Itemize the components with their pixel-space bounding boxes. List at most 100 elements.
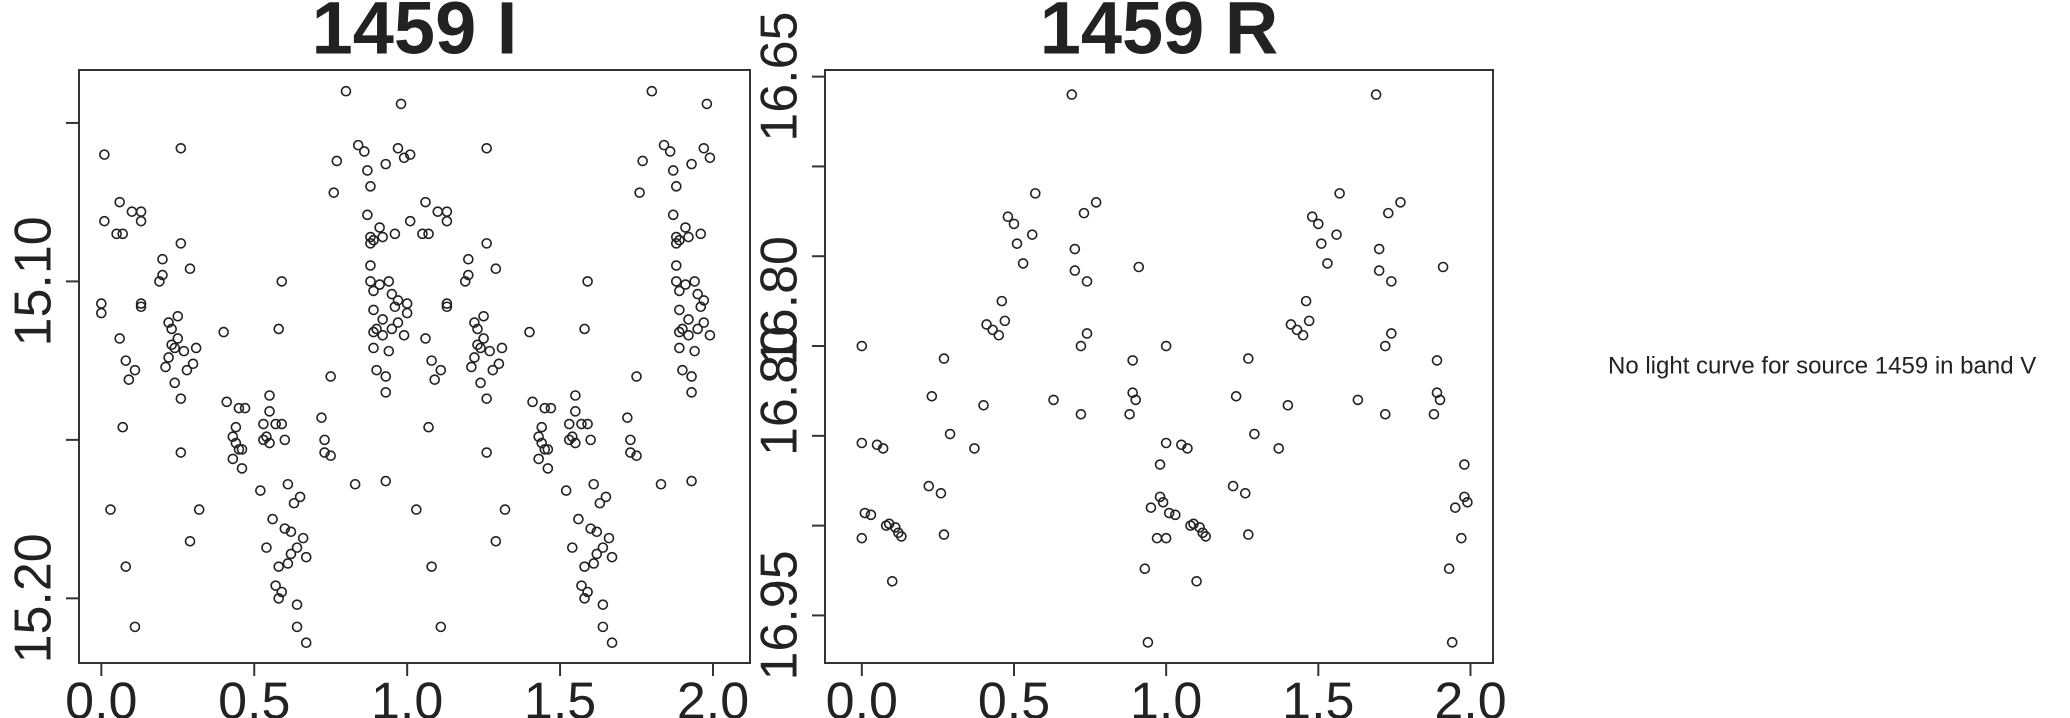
point: [655, 478, 667, 490]
y-tick-label: 16.80: [751, 326, 809, 456]
point: [588, 478, 600, 490]
point: [1431, 355, 1443, 366]
point: [1273, 443, 1285, 454]
point: [475, 377, 486, 389]
point: [1154, 491, 1166, 503]
point: [319, 447, 330, 458]
point: [670, 238, 682, 249]
point: [1160, 340, 1172, 352]
point: [386, 323, 398, 335]
point: [282, 558, 294, 569]
point: [282, 478, 294, 490]
point: [560, 485, 572, 496]
point: [686, 371, 697, 382]
point: [181, 364, 193, 376]
point: [1462, 496, 1473, 508]
point: [273, 561, 285, 572]
point: [392, 142, 404, 154]
point: [432, 206, 444, 217]
point: [1075, 340, 1087, 352]
point: [536, 437, 548, 449]
point: [429, 374, 440, 385]
point: [233, 444, 245, 455]
point: [423, 228, 434, 240]
point: [683, 231, 694, 243]
point: [1386, 276, 1397, 287]
point: [1386, 328, 1397, 339]
point: [129, 364, 141, 376]
point: [1127, 355, 1138, 366]
point: [686, 387, 697, 398]
point: [374, 279, 385, 290]
point: [325, 371, 337, 382]
x-tick-label: 0.0: [65, 673, 137, 718]
point: [677, 323, 688, 335]
chart-title: 1459 R: [1040, 0, 1279, 70]
point: [352, 139, 364, 151]
point: [371, 364, 382, 376]
point: [637, 155, 648, 167]
point: [542, 463, 554, 474]
point: [487, 364, 499, 376]
point: [236, 444, 248, 455]
point: [481, 393, 492, 404]
point: [270, 580, 281, 591]
x-tick-label: 1.0: [371, 673, 443, 718]
point: [563, 434, 575, 446]
point: [686, 475, 697, 487]
point: [169, 377, 181, 389]
point: [1300, 295, 1312, 307]
x-tick-label: 2.0: [677, 673, 749, 718]
point: [276, 418, 288, 430]
point: [1383, 207, 1394, 219]
point: [1437, 261, 1449, 273]
point: [404, 215, 416, 227]
y-tick-label: 16.65: [751, 12, 809, 142]
point: [359, 146, 370, 157]
point: [567, 431, 578, 443]
point: [591, 526, 603, 538]
point: [365, 231, 376, 243]
point: [227, 453, 239, 465]
point: [463, 269, 474, 281]
point: [221, 396, 233, 408]
point: [701, 98, 713, 110]
point: [1285, 319, 1297, 330]
point: [588, 558, 600, 569]
point: [1459, 491, 1470, 503]
point: [459, 276, 471, 287]
point: [670, 276, 682, 287]
point: [1154, 459, 1166, 470]
point: [680, 279, 691, 290]
note: No light curve for source 1459 in band V: [1608, 352, 2036, 379]
point: [889, 522, 901, 533]
point: [698, 142, 710, 154]
point: [582, 418, 593, 430]
point: [686, 158, 697, 170]
point: [1227, 480, 1239, 492]
point: [576, 580, 587, 591]
point: [1130, 394, 1142, 406]
point: [175, 142, 187, 154]
point: [291, 599, 303, 610]
point: [1449, 502, 1461, 513]
point: [1239, 487, 1251, 499]
point: [377, 329, 388, 341]
point: [1243, 529, 1254, 540]
chart-title: 1459 I: [312, 0, 518, 70]
point: [539, 402, 551, 414]
point: [1443, 563, 1455, 575]
x-tick-label: 2.0: [1434, 673, 1506, 718]
x-tick-label: 1.5: [1282, 673, 1354, 718]
point: [533, 453, 544, 465]
point: [294, 491, 306, 503]
point: [255, 485, 266, 496]
point: [563, 418, 575, 430]
point: [368, 342, 379, 354]
point: [524, 326, 535, 338]
point: [1139, 563, 1151, 575]
point: [261, 431, 272, 443]
point: [230, 437, 242, 449]
point: [573, 513, 584, 525]
